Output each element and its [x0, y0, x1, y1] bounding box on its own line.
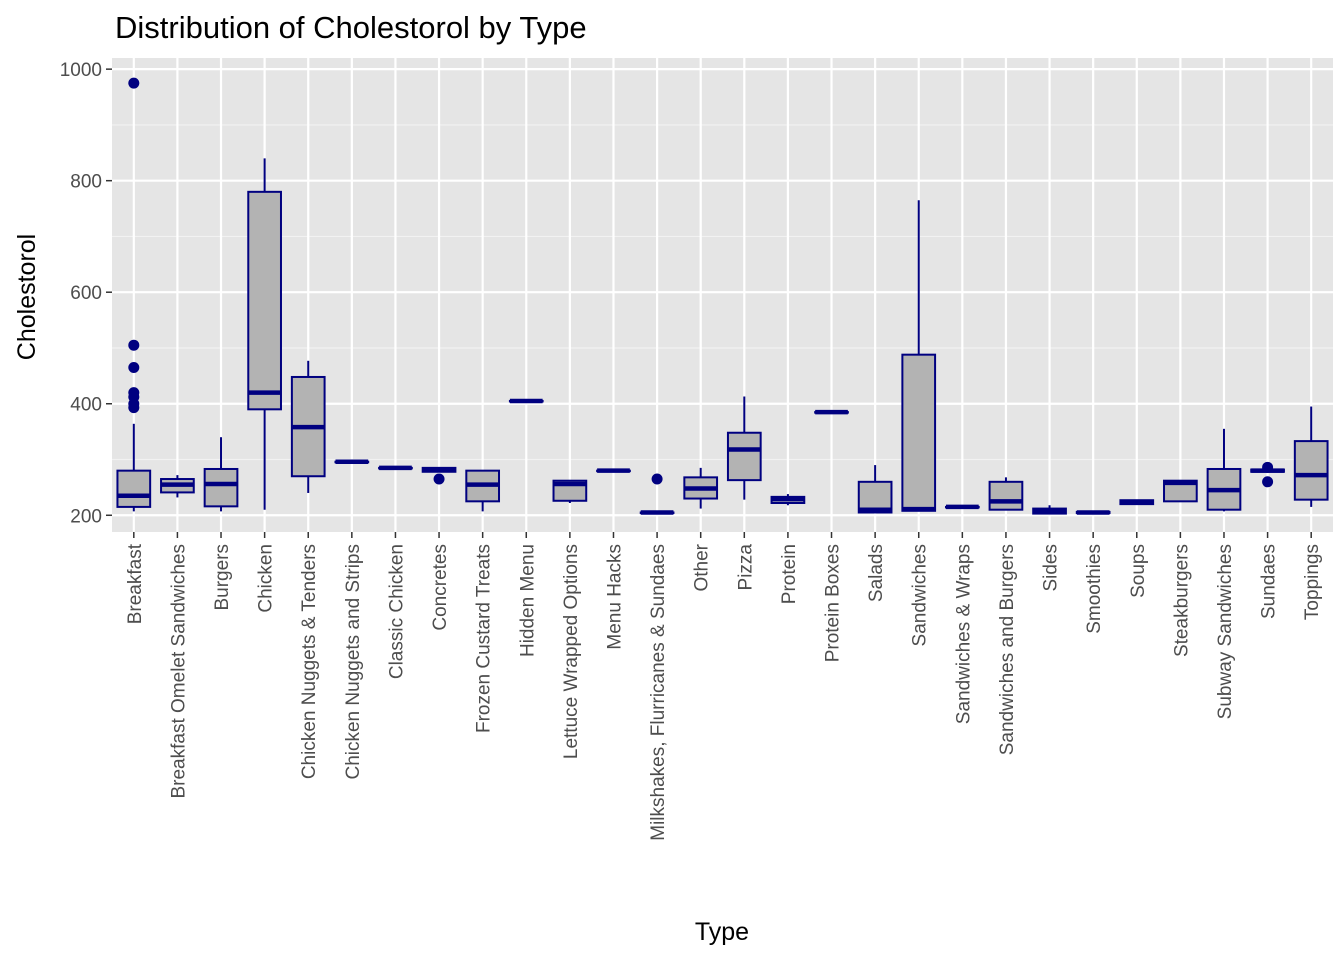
box-sides — [1032, 505, 1067, 515]
x-tick-label: Pizza — [735, 544, 756, 591]
box-iqr — [901, 353, 937, 512]
y-tick-label: 400 — [70, 395, 102, 416]
box-menu-hacks — [596, 468, 631, 473]
x-tick-label: Sides — [1041, 544, 1062, 592]
box-iqr — [247, 190, 282, 411]
x-tick-label: Hidden Menu — [517, 544, 538, 657]
box-soups — [1119, 499, 1155, 506]
box-hidden-menu — [508, 398, 544, 404]
box-pizza — [726, 396, 762, 500]
box-iqr — [988, 480, 1024, 511]
box-sandwiches-and-burgers — [988, 477, 1024, 511]
y-axis: 200 400 600 800 1000 — [60, 60, 112, 527]
x-tick-label: Classic Chicken — [386, 544, 407, 679]
box-toppings — [1293, 406, 1329, 507]
box-smoothies — [1075, 510, 1111, 515]
x-tick-label: Sandwiches and Burgers — [997, 544, 1018, 755]
x-tick-label: Subway Sandwiches — [1215, 544, 1236, 719]
box-classic-chicken — [378, 465, 413, 471]
box-chicken-nuggets-tenders — [290, 360, 326, 493]
box-iqr — [857, 480, 893, 514]
box-breakfast — [116, 77, 152, 512]
box-sundaes — [1250, 461, 1285, 488]
x-tick-label: Salads — [866, 544, 887, 602]
x-tick-label: Chicken Nuggets & Tenders — [299, 544, 320, 779]
y-tick-label: 800 — [70, 172, 102, 193]
box-concretes — [421, 466, 457, 485]
x-tick-label: Toppings — [1302, 544, 1323, 620]
box-subway-sandwiches — [1206, 428, 1242, 512]
x-axis-title: Type — [695, 918, 749, 946]
x-axis: Breakfast Breakfast Omelet Sandwiches Burg… — [125, 532, 1323, 841]
x-tick-label: Chicken Nuggets and Strips — [343, 544, 364, 780]
box-series — [116, 77, 1329, 515]
box-salads — [857, 465, 893, 514]
outlier-point — [1262, 461, 1274, 473]
y-axis-title: Cholestorol — [13, 234, 41, 360]
box-iqr — [116, 469, 152, 508]
box-iqr — [203, 467, 239, 508]
x-tick-label: Breakfast Omelet Sandwiches — [168, 544, 189, 799]
x-tick-label: Concretes — [430, 544, 451, 631]
outlier-point — [128, 402, 140, 414]
box-sandwiches — [901, 200, 937, 512]
box-sandwiches-wraps — [944, 504, 980, 510]
x-tick-label: Sandwiches & Wraps — [953, 544, 974, 724]
x-tick-label: Protein Boxes — [823, 544, 844, 662]
box-chicken-nuggets-and-strips — [334, 459, 370, 464]
x-tick-label: Menu Hacks — [604, 544, 625, 650]
y-tick-label: 600 — [70, 283, 102, 304]
chart-title: Distribution of Cholestorol by Type — [115, 10, 587, 45]
y-tick-label: 200 — [70, 506, 102, 527]
box-other — [683, 467, 719, 509]
outlier-point — [1262, 476, 1274, 488]
box-milkshakes-flurricanes-sundaes — [639, 473, 675, 515]
x-tick-label: Lettuce Wrapped Options — [561, 544, 582, 759]
box-steakburgers — [1163, 479, 1198, 503]
outlier-point — [433, 473, 445, 485]
box-iqr — [1293, 440, 1329, 501]
box-burgers — [203, 437, 239, 512]
x-tick-label: Sandwiches — [910, 544, 931, 646]
x-tick-label: Other — [692, 543, 713, 591]
box-breakfast-omelet-sandwiches — [160, 475, 195, 498]
box-lettuce-wrapped-options — [552, 479, 588, 504]
box-frozen-custard-treats — [465, 469, 501, 512]
x-tick-label: Steakburgers — [1171, 544, 1192, 657]
box-protein — [770, 494, 806, 506]
box-iqr — [726, 431, 762, 482]
outlier-point — [128, 77, 140, 89]
outlier-point — [128, 339, 140, 351]
x-tick-label: Breakfast — [125, 543, 146, 624]
outlier-point — [128, 361, 140, 373]
x-tick-label: Milkshakes, Flurricanes & Sundaes — [648, 544, 669, 841]
x-tick-label: Smoothies — [1084, 544, 1105, 634]
box-protein-boxes — [814, 409, 849, 415]
x-tick-label: Protein — [779, 544, 800, 604]
outlier-point — [651, 473, 663, 485]
x-tick-label: Burgers — [212, 544, 233, 611]
y-tick-label: 1000 — [60, 60, 102, 81]
x-tick-label: Chicken — [256, 544, 277, 613]
box-chicken — [247, 158, 282, 510]
x-tick-label: Soups — [1128, 544, 1149, 598]
x-tick-label: Frozen Custard Treats — [474, 544, 495, 733]
x-tick-label: Sundaes — [1259, 544, 1280, 619]
